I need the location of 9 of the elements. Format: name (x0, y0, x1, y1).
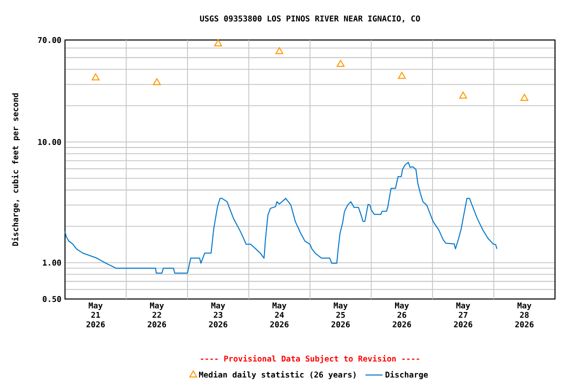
point (336, 60, 345, 67)
point (92, 73, 100, 80)
point (398, 72, 406, 79)
point (520, 94, 528, 101)
point (214, 39, 222, 46)
point (152, 78, 161, 86)
line-series (64, 162, 498, 274)
point (459, 92, 468, 99)
point (275, 47, 284, 54)
